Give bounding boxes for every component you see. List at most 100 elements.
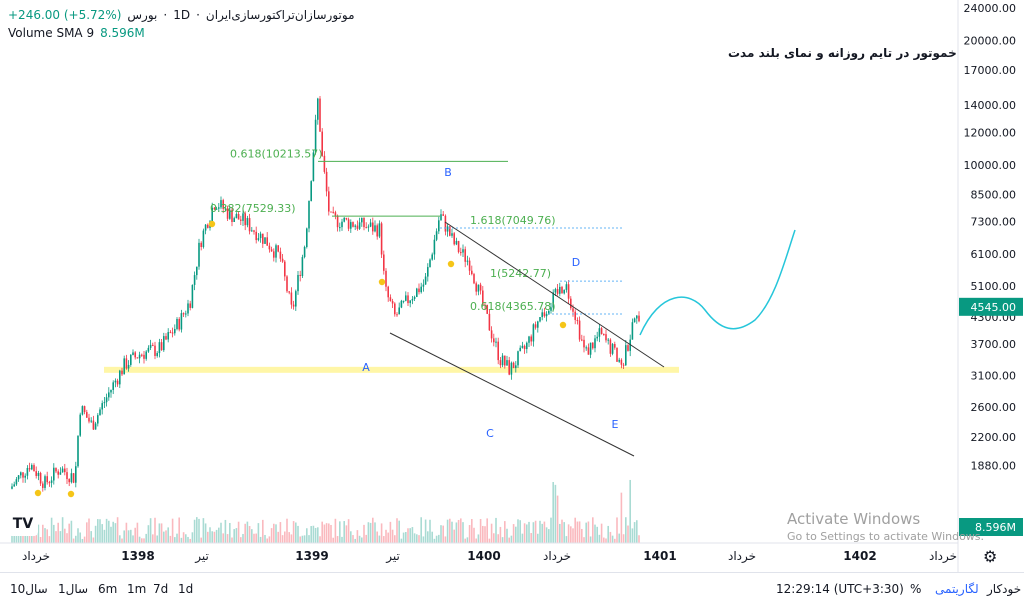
timeframe-1m[interactable]: 1m: [127, 582, 147, 596]
candle-body: [198, 242, 200, 267]
volume-bar: [336, 536, 339, 543]
candle-body: [376, 225, 378, 237]
candle-body: [548, 310, 550, 314]
wave-label-3: D: [572, 256, 580, 269]
candle-body: [97, 415, 99, 424]
candle-body: [281, 258, 284, 262]
candle-body: [94, 423, 97, 430]
timeframe-7d[interactable]: 7d: [153, 582, 169, 596]
volume-bar: [213, 531, 216, 543]
volume-bar: [77, 528, 79, 543]
candle-body: [297, 274, 299, 292]
volume-bar: [433, 538, 436, 543]
candle-body: [246, 218, 249, 226]
volume-bar: [244, 523, 246, 543]
volume-bar: [429, 519, 431, 543]
volume-bar: [246, 521, 249, 543]
volume-bar: [72, 538, 75, 543]
candle-body: [46, 476, 48, 483]
volume-bar: [449, 518, 451, 543]
candle-body: [539, 317, 541, 322]
wave-label-4: E: [612, 418, 619, 431]
volume-bar: [295, 522, 297, 543]
volume-bar: [240, 537, 242, 543]
candle-body: [292, 304, 295, 307]
volume-bar: [526, 524, 528, 543]
candle-body: [244, 213, 246, 226]
candle-body: [398, 307, 400, 315]
volume-bar: [262, 519, 264, 543]
timeframe-1y[interactable]: 1سال: [58, 582, 89, 596]
candle-body: [152, 344, 154, 346]
volume-bar: [123, 530, 125, 543]
candle-body: [268, 245, 271, 250]
candle-body: [50, 480, 53, 483]
candle-body: [477, 284, 480, 292]
volume-bar: [431, 531, 433, 543]
candle-body: [202, 230, 205, 248]
volume-bar: [152, 534, 154, 543]
volume-bar: [81, 538, 84, 543]
volume-bar: [224, 519, 227, 543]
volume-bar: [592, 517, 594, 543]
volume-bar: [464, 538, 466, 543]
watermark-line1: Activate Windows: [787, 510, 921, 528]
volume-bar: [497, 534, 499, 543]
candle-body: [638, 315, 640, 322]
volume-bar: [55, 531, 57, 543]
timeframe-10y[interactable]: 10سال: [10, 582, 48, 596]
volume-bar: [147, 525, 150, 543]
candle-body: [196, 266, 198, 276]
candle-body: [127, 364, 130, 369]
volume-bar: [530, 533, 532, 543]
event-dot-4: [447, 260, 455, 268]
volume-bar: [127, 530, 130, 543]
volume-bar: [611, 535, 614, 543]
volume-bar: [451, 521, 453, 543]
y-tick-label-13: 2600.00: [971, 401, 1017, 414]
volume-bar: [466, 537, 469, 543]
candle-body: [380, 223, 383, 255]
price-chart[interactable]: 0.618(10213.57) 0.382(7529.33) 1.618(7049.…: [0, 0, 1024, 572]
candle-body: [354, 225, 356, 227]
volume-bar: [424, 519, 427, 543]
candle-body: [136, 357, 139, 359]
candle-body: [284, 261, 286, 277]
volume-bar: [180, 537, 183, 543]
volume-bar: [563, 522, 565, 543]
candle-body: [211, 207, 213, 222]
event-dot-2: [208, 220, 216, 228]
candle-body: [105, 397, 108, 403]
tradingview-logo[interactable]: TV: [8, 512, 38, 536]
candle-body: [176, 318, 178, 330]
symbol-name[interactable]: موتورسازان‌تراکتورسازی‌ایران: [205, 8, 355, 22]
volume-bar: [631, 528, 634, 543]
candle-body: [374, 225, 376, 232]
candle-body: [618, 359, 620, 362]
percent-toggle[interactable]: %: [910, 582, 922, 596]
volume-bar: [233, 529, 235, 543]
volume-bar: [501, 537, 504, 543]
log-toggle[interactable]: لگاریتمی: [935, 582, 979, 596]
timeframe-1d[interactable]: 1d: [178, 582, 194, 596]
gear-icon[interactable]: ⚙: [983, 547, 998, 566]
volume-bar: [383, 536, 385, 543]
candle-body: [556, 289, 559, 294]
candle-body: [341, 221, 343, 228]
volume-bar: [28, 533, 31, 543]
candle-body: [328, 191, 330, 212]
support-band: [104, 366, 679, 373]
candle-body: [614, 344, 616, 348]
candle-body: [68, 479, 70, 483]
candle-body: [141, 354, 143, 356]
volume-bar: [583, 537, 585, 543]
auto-toggle[interactable]: خودکار: [987, 582, 1022, 596]
timeframe-6m[interactable]: 6m: [98, 582, 118, 596]
event-dot-1: [67, 490, 75, 498]
candle-body: [319, 98, 321, 132]
interval[interactable]: 1D: [173, 8, 191, 22]
indicator-label[interactable]: Volume SMA 9: [8, 26, 95, 40]
candle-body: [178, 318, 180, 330]
volume-bar: [629, 479, 631, 543]
candle-body: [314, 119, 317, 153]
